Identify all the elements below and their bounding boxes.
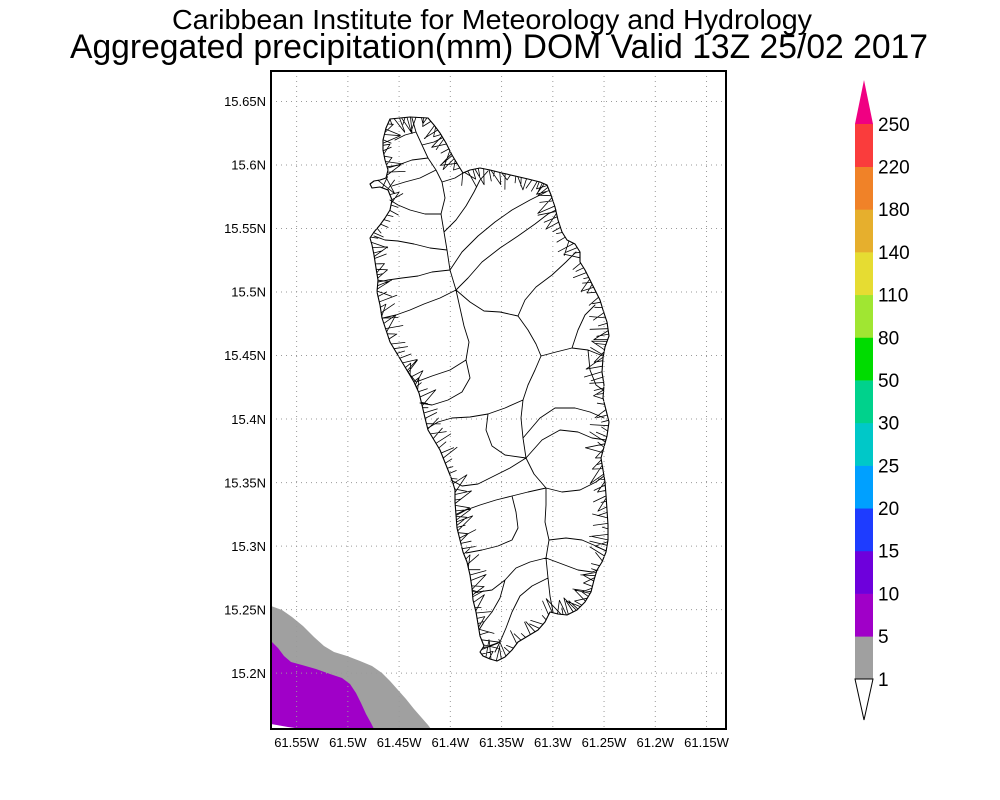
color-bar-segment xyxy=(855,593,873,637)
color-bar-segment xyxy=(855,124,873,167)
color-bar-label: 80 xyxy=(878,328,899,349)
latitude-tick-label: 15.25N xyxy=(224,602,266,617)
latitude-tick-label: 15.2N xyxy=(231,666,266,681)
longitude-tick-label: 61.15W xyxy=(684,735,730,750)
color-bar-segment xyxy=(855,252,873,296)
longitude-tick-label: 61.35W xyxy=(479,735,525,750)
color-bar-label: 30 xyxy=(878,414,899,435)
longitude-tick-label: 61.2W xyxy=(637,735,675,750)
color-bar-label: 140 xyxy=(878,243,910,264)
color-bar-label: 25 xyxy=(878,456,899,477)
unshaded-sliver xyxy=(271,724,302,729)
longitude-axis-labels: 61.55W 61.5W 61.45W 61.4W 61.35W 61.3W 61.25W 6… xyxy=(274,735,729,750)
latitude-tick-label: 15.3N xyxy=(231,539,266,554)
lat-lon-grid xyxy=(271,71,726,729)
coastal-drainage-lines xyxy=(370,116,610,662)
watershed-boundaries xyxy=(373,117,607,653)
color-bar-segment xyxy=(855,636,873,680)
color-bar-label: 50 xyxy=(878,371,899,392)
color-bar-label: 20 xyxy=(878,499,899,520)
longitude-tick-label: 61.55W xyxy=(274,735,320,750)
color-bar-label: 250 xyxy=(878,115,910,136)
dominica-coastline xyxy=(369,116,610,662)
institute-title: Caribbean Institute for Meteorology and … xyxy=(172,4,812,35)
color-bar-bottom-arrow xyxy=(854,678,874,721)
product-title: Aggregated precipitation(mm) DOM Valid 1… xyxy=(70,28,928,66)
latitude-axis-labels: 15.65N 15.6N 15.55N 15.5N 15.45N 15.4N 15.35N 1… xyxy=(224,94,266,681)
color-bar-label: 5 xyxy=(878,627,889,648)
color-bar-top-arrow xyxy=(855,80,873,124)
longitude-tick-label: 61.5W xyxy=(329,735,367,750)
latitude-tick-label: 15.65N xyxy=(224,94,266,109)
longitude-tick-label: 61.3W xyxy=(534,735,572,750)
latitude-tick-label: 15.4N xyxy=(231,412,266,427)
color-bar-segment xyxy=(855,380,873,424)
color-bar-label: 180 xyxy=(878,200,910,221)
color-bar-segment xyxy=(855,337,873,381)
longitude-tick-label: 61.45W xyxy=(377,735,423,750)
latitude-tick-label: 15.45N xyxy=(224,348,266,363)
color-bar-label: 220 xyxy=(878,157,910,178)
color-bar-label: 1 xyxy=(878,670,889,691)
longitude-tick-label: 61.25W xyxy=(582,735,628,750)
latitude-tick-label: 15.35N xyxy=(224,475,266,490)
color-bar-segment xyxy=(855,209,873,253)
color-bar-segment xyxy=(855,550,873,594)
latitude-tick-label: 15.6N xyxy=(231,158,266,173)
latitude-tick-label: 15.55N xyxy=(224,221,266,236)
longitude-tick-label: 61.4W xyxy=(432,735,470,750)
color-bar-label: 110 xyxy=(878,286,908,307)
color-bar-label: 10 xyxy=(878,584,899,605)
color-bar-segment xyxy=(855,508,873,552)
color-bar-segment xyxy=(855,294,873,338)
color-bar-segment xyxy=(855,422,873,466)
map-frame xyxy=(270,70,727,730)
latitude-tick-label: 15.5N xyxy=(231,285,266,300)
color-bar-label: 15 xyxy=(878,542,899,563)
map-panel xyxy=(271,71,726,729)
color-bar-segment xyxy=(855,465,873,509)
color-bar-segment xyxy=(855,166,873,210)
